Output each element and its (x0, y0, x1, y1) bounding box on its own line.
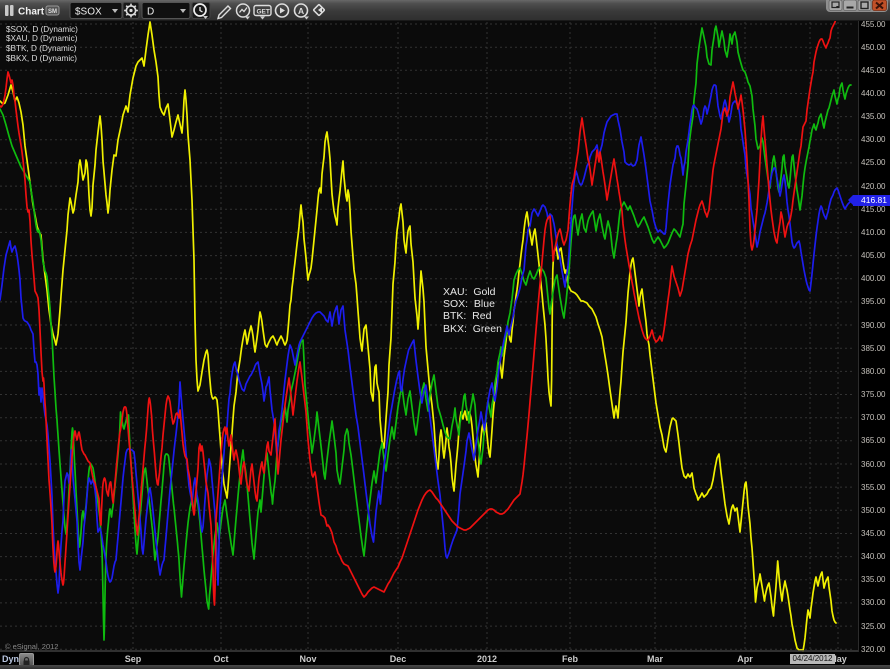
svg-text:$SOX: $SOX (75, 7, 102, 18)
svg-text:Chart: Chart (18, 7, 45, 18)
svg-text:A: A (298, 6, 304, 16)
svg-text:GET: GET (257, 9, 270, 16)
svg-text:SM: SM (48, 9, 57, 15)
svg-text:D: D (147, 7, 154, 18)
